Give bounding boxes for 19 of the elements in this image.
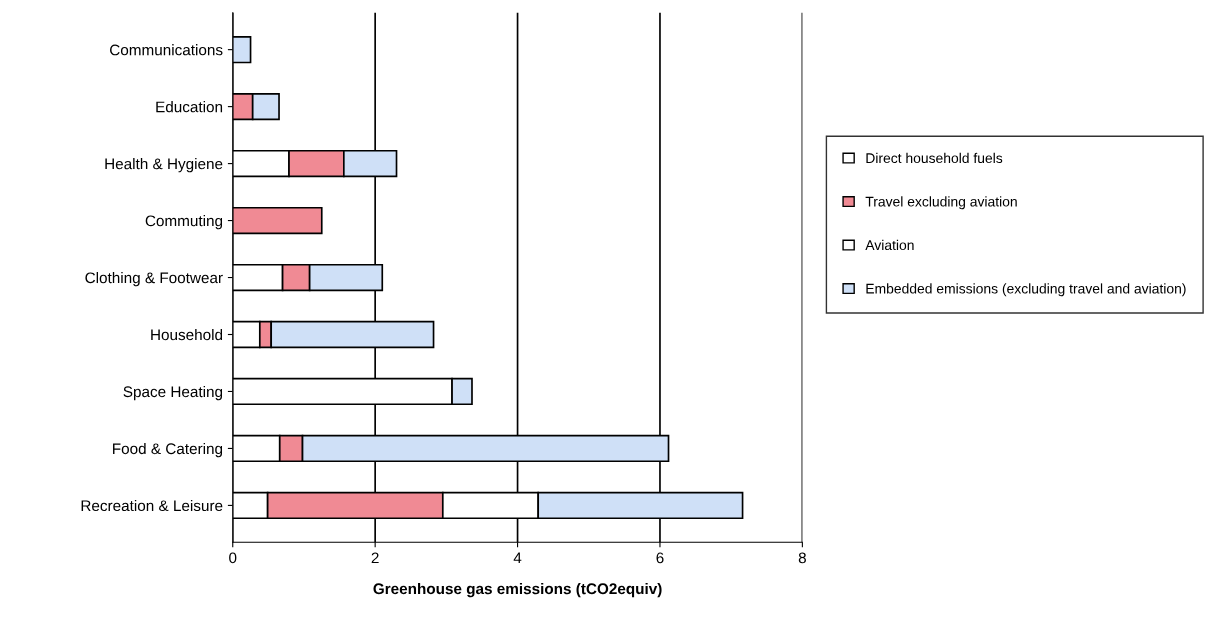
x-tick-label: 6 <box>656 552 664 564</box>
x-tick-label: 0 <box>229 552 237 564</box>
x-tick-label: 8 <box>798 552 806 564</box>
y-tick-label: Communications <box>110 44 223 56</box>
y-tick-label: Space Heating <box>123 385 223 401</box>
y-tick-label: Food & Catering <box>113 442 223 458</box>
x-tick-label: 2 <box>371 552 379 564</box>
legend-label: Aviation <box>865 239 914 251</box>
x-tick-label: 4 <box>513 552 522 564</box>
legend-label: Travel excluding aviation <box>865 196 1017 210</box>
y-tick-label: Commuting <box>145 215 223 230</box>
y-tick-label: Education <box>156 101 223 113</box>
y-tick-label: Health & Hygiene <box>105 158 223 173</box>
legend-label: Direct household fuels <box>866 152 1003 164</box>
x-axis-title: Greenhouse gas emissions (tCO2equiv) <box>373 582 662 598</box>
y-tick-label: Recreation & Leisure <box>81 499 223 512</box>
legend-label: Embedded emissions (excluding travel and aviation) <box>866 283 1186 297</box>
y-tick-label: Household <box>151 328 223 341</box>
y-tick-label: Clothing & Footwear <box>85 271 223 287</box>
